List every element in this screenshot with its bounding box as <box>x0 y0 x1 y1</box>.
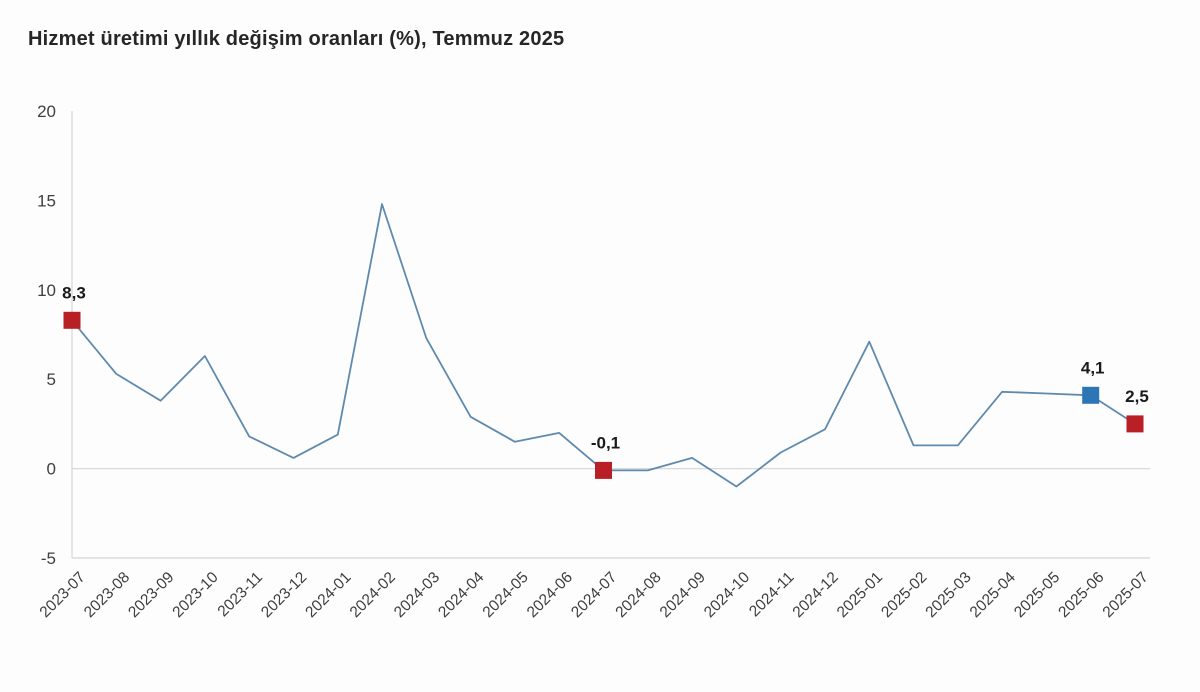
x-axis-tick-label: 2024-03 <box>391 569 443 621</box>
y-axis-tick-label: 0 <box>47 460 56 479</box>
y-axis-tick-label: -5 <box>41 549 56 568</box>
x-axis-tick-label: 2024-04 <box>435 569 488 622</box>
x-axis-tick-label: 2023-08 <box>81 569 133 621</box>
data-point-label: 2,5 <box>1125 387 1149 406</box>
data-point-marker <box>595 461 612 479</box>
x-axis-tick-label: 2024-01 <box>302 569 354 621</box>
x-axis-tick-label: 2023-12 <box>258 569 310 621</box>
data-point-marker <box>1126 415 1144 433</box>
y-axis-tick-label: 20 <box>37 102 56 121</box>
x-axis-tick-label: 2023-07 <box>37 569 89 621</box>
x-axis-tick-label: 2025-02 <box>878 569 930 621</box>
x-axis-tick-label: 2025-03 <box>922 569 974 621</box>
x-axis-tick-label: 2025-01 <box>834 569 886 621</box>
x-axis-tick-label: 2023-10 <box>169 569 222 622</box>
x-axis-tick-label: 2024-10 <box>701 569 754 622</box>
chart-title: Hizmet üretimi yıllık değişim oranları (… <box>28 28 565 50</box>
data-point-marker <box>1082 386 1100 404</box>
highlight-markers: 8,3 -0,1 4,1 2,5 <box>62 283 1149 479</box>
x-axis-tick-label: 2024-08 <box>612 569 664 621</box>
x-axis-tick-label: 2024-05 <box>479 569 531 621</box>
data-point-label: 4,1 <box>1081 358 1105 377</box>
x-axis-tick-label: 2024-12 <box>790 569 842 621</box>
x-axis: 2023-072023-082023-092023-102023-112023-… <box>37 569 1152 622</box>
x-axis-tick-label: 2024-11 <box>746 569 797 620</box>
y-axis-tick-label: 15 <box>37 192 56 211</box>
x-axis-tick-label: 2025-06 <box>1055 569 1107 621</box>
x-axis-tick-label: 2024-02 <box>347 569 399 621</box>
y-axis: -5 0 5 10 15 20 <box>37 102 56 568</box>
data-point-label: -0,1 <box>591 433 620 452</box>
x-axis-tick-label: 2023-09 <box>125 569 177 621</box>
data-point-marker <box>63 311 81 329</box>
x-axis-tick-label: 2025-05 <box>1011 569 1063 621</box>
x-axis-tick-label: 2023-11 <box>215 569 266 620</box>
data-point-label: 8,3 <box>62 283 86 302</box>
x-axis-tick-label: 2024-06 <box>524 569 576 621</box>
y-axis-tick-label: 5 <box>47 370 56 389</box>
x-axis-tick-label: 2025-07 <box>1100 569 1152 621</box>
x-axis-tick-label: 2024-09 <box>657 569 709 621</box>
x-axis-tick-label: 2025-04 <box>967 569 1020 622</box>
y-axis-tick-label: 10 <box>37 281 56 300</box>
x-axis-tick-label: 2024-07 <box>568 569 620 621</box>
